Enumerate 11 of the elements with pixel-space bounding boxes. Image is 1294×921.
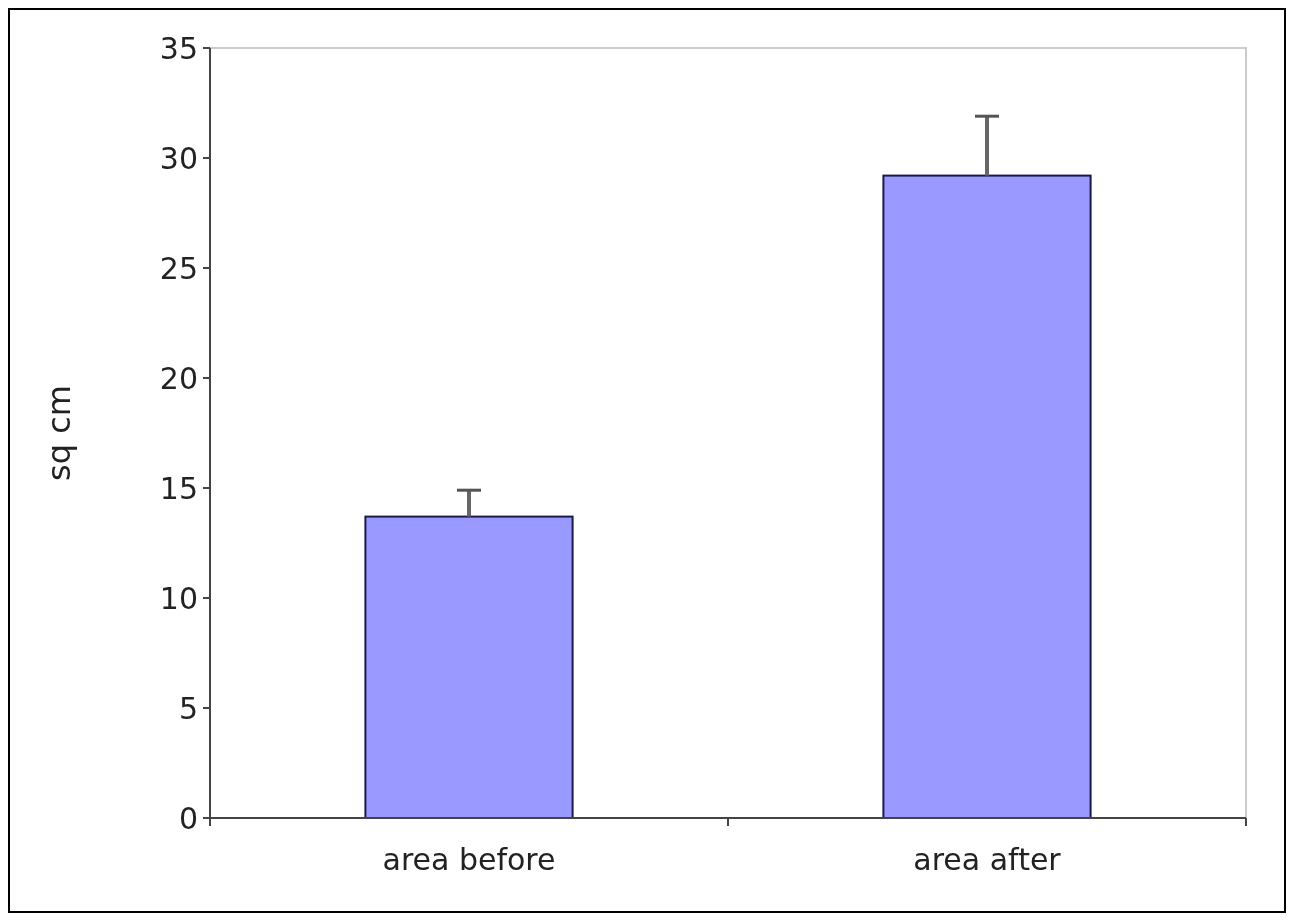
y-tick-label: 5: [178, 690, 198, 726]
y-axis-title: sq cm: [40, 385, 78, 481]
y-tick-label: 0: [178, 800, 198, 836]
y-tick-label: 10: [159, 580, 198, 616]
y-tick-label: 20: [159, 360, 198, 396]
y-tick-label: 15: [159, 470, 198, 506]
y-tick-label: 25: [159, 250, 198, 286]
y-tick-label: 35: [159, 30, 198, 66]
x-tick-label: area after: [913, 842, 1062, 877]
y-tick-label: 30: [159, 140, 198, 176]
x-tick-label: area before: [382, 842, 556, 877]
